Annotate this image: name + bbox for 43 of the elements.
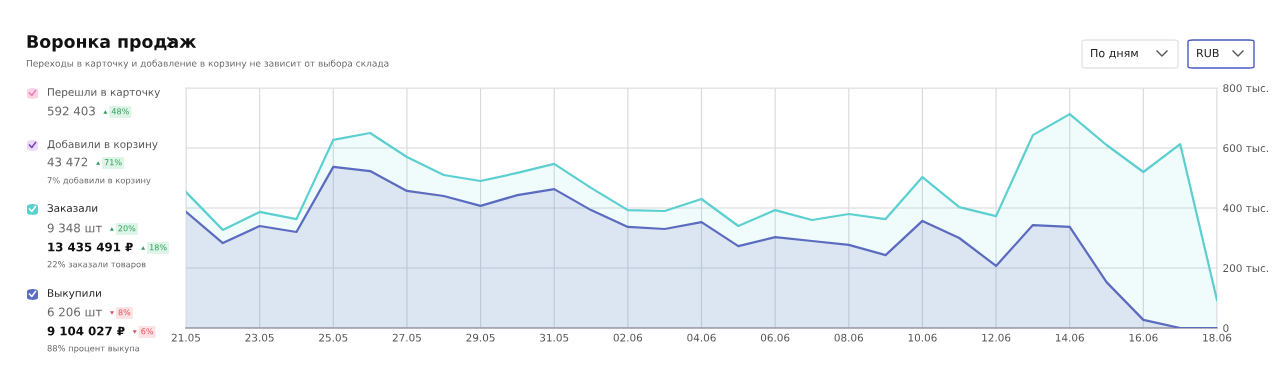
x-tick-label: 10.06 xyxy=(908,333,937,342)
text: Добавили в корзину xyxy=(47,139,158,151)
text: 88% процент выкупа xyxy=(47,345,140,354)
x-tick-label: 29.05 xyxy=(466,333,495,342)
x-tick-label: 06.06 xyxy=(760,333,790,342)
x-tick-label: 04.06 xyxy=(687,333,716,342)
text: 7% добавили в корзину xyxy=(47,176,151,186)
text: 592 403 xyxy=(47,106,95,116)
x-tick-label: 25.05 xyxy=(319,333,348,342)
chart-title: Воронка продаж xyxy=(27,35,197,52)
text: 20% xyxy=(118,225,136,232)
text: 18% xyxy=(150,244,167,251)
text: 9 104 027 ₽ xyxy=(47,326,125,336)
text: 48% xyxy=(111,108,129,115)
x-tick-label: 18.06 xyxy=(1203,333,1232,342)
text: 22% заказали товаров xyxy=(47,261,146,270)
y-tick-label: 0 xyxy=(1223,324,1229,333)
text: 8% xyxy=(118,309,131,316)
x-tick-label: 21.05 xyxy=(171,333,200,342)
x-tick-label: 02.06 xyxy=(613,333,643,342)
x-tick-label: 14.06 xyxy=(1055,333,1084,342)
y-tick-label: 400 тыс. xyxy=(1223,204,1268,213)
x-tick-label: 08.06 xyxy=(834,333,864,342)
text: Перешли в карточку xyxy=(48,88,161,99)
y-tick-label: 600 тыс. xyxy=(1223,144,1268,153)
x-tick-label: 27.05 xyxy=(392,333,421,342)
text: 43 472 xyxy=(47,157,88,167)
text: 6% xyxy=(141,328,154,335)
text: RUB xyxy=(1197,48,1219,58)
chart-subtitle: Переходы в карточку и добавление в корзину не зависит от выбора склада xyxy=(26,59,389,69)
text: 6 206 шт xyxy=(47,307,102,317)
x-tick-label: 12.06 xyxy=(982,333,1011,342)
x-tick-label: 23.05 xyxy=(245,333,274,342)
text: По дням xyxy=(1091,48,1138,59)
x-tick-label: 16.06 xyxy=(1129,333,1158,342)
y-tick-label: 200 тыс. xyxy=(1223,264,1268,273)
text: 13 435 491 ₽ xyxy=(48,242,133,252)
y-tick-label: 800 тыс. xyxy=(1223,84,1268,93)
x-tick-label: 31.05 xyxy=(540,333,569,342)
text: 71% xyxy=(104,159,122,166)
text: 9 348 шт xyxy=(47,223,102,233)
legend-label: Заказали xyxy=(47,204,98,213)
legend-label: Выкупили xyxy=(48,289,101,300)
